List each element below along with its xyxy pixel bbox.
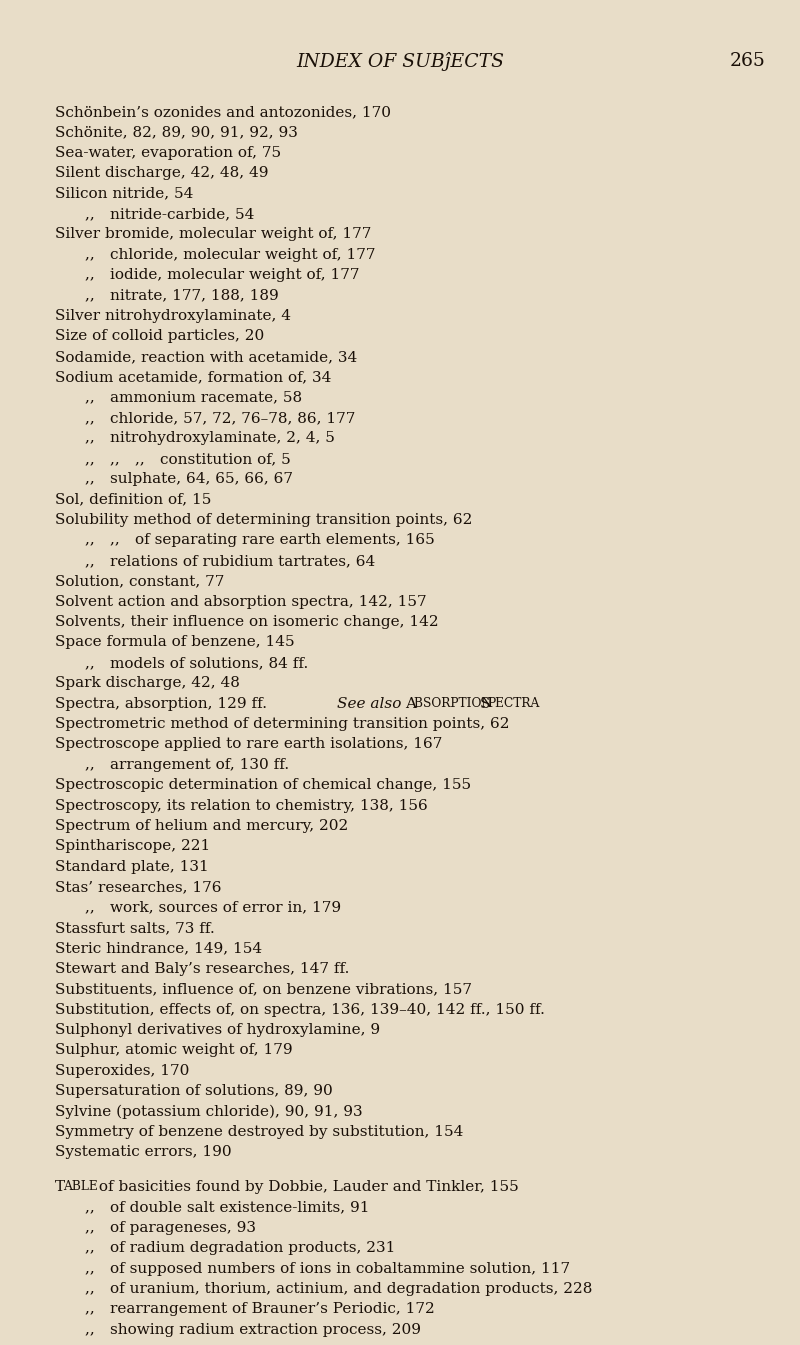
Text: Standard plate, 131: Standard plate, 131 (55, 859, 209, 874)
Text: ,,  work, sources of error in, 179: ,, work, sources of error in, 179 (85, 901, 341, 915)
Text: T: T (55, 1180, 65, 1194)
Text: Schönbein’s ozonides and antozonides, 170: Schönbein’s ozonides and antozonides, 17… (55, 105, 391, 118)
Text: Superoxides, 170: Superoxides, 170 (55, 1064, 190, 1077)
Text: Silver bromide, molecular weight of, 177: Silver bromide, molecular weight of, 177 (55, 227, 371, 241)
Text: BSORPTION: BSORPTION (414, 697, 495, 710)
Text: Sea-water, evaporation of, 75: Sea-water, evaporation of, 75 (55, 145, 281, 160)
Text: Spectroscopic determination of chemical change, 155: Spectroscopic determination of chemical … (55, 779, 471, 792)
Text: ,,  chloride, 57, 72, 76–78, 86, 177: ,, chloride, 57, 72, 76–78, 86, 177 (85, 412, 355, 425)
Text: Stassfurt salts, 73 ff.: Stassfurt salts, 73 ff. (55, 921, 214, 935)
Text: ,,  of double salt existence-limits, 91: ,, of double salt existence-limits, 91 (85, 1201, 370, 1215)
Text: ,,  models of solutions, 84 ff.: ,, models of solutions, 84 ff. (85, 656, 308, 670)
Text: Spectra, absorption, 129 ff.: Spectra, absorption, 129 ff. (55, 697, 267, 710)
Text: INDEX OF SUBĵECTS: INDEX OF SUBĵECTS (296, 52, 504, 71)
Text: Solubility method of determining transition points, 62: Solubility method of determining transit… (55, 512, 472, 527)
Text: Spectroscope applied to rare earth isolations, 167: Spectroscope applied to rare earth isola… (55, 737, 442, 752)
Text: Space formula of benzene, 145: Space formula of benzene, 145 (55, 635, 294, 650)
Text: ,,  of uranium, thorium, actinium, and degradation products, 228: ,, of uranium, thorium, actinium, and de… (85, 1282, 592, 1297)
Text: Silicon nitride, 54: Silicon nitride, 54 (55, 187, 194, 200)
Text: ,,  rearrangement of Brauner’s Periodic, 172: ,, rearrangement of Brauner’s Periodic, … (85, 1302, 434, 1317)
Text: ,,  of radium degradation products, 231: ,, of radium degradation products, 231 (85, 1241, 395, 1255)
Text: Sylvine (potassium chloride), 90, 91, 93: Sylvine (potassium chloride), 90, 91, 93 (55, 1104, 362, 1119)
Text: ,,  showing radium extraction process, 209: ,, showing radium extraction process, 20… (85, 1323, 421, 1337)
Text: ,,  nitrohydroxylaminate, 2, 4, 5: ,, nitrohydroxylaminate, 2, 4, 5 (85, 432, 335, 445)
Text: 265: 265 (730, 52, 766, 70)
Text: ,,  nitride-carbide, 54: ,, nitride-carbide, 54 (85, 207, 254, 221)
Text: Silent discharge, 42, 48, 49: Silent discharge, 42, 48, 49 (55, 167, 269, 180)
Text: Substitution, effects of, on spectra, 136, 139–40, 142 ff., 150 ff.: Substitution, effects of, on spectra, 13… (55, 1002, 545, 1017)
Text: ,,  sulphate, 64, 65, 66, 67: ,, sulphate, 64, 65, 66, 67 (85, 472, 293, 486)
Text: of basicities found by Dobbie, Lauder and Tinkler, 155: of basicities found by Dobbie, Lauder an… (94, 1180, 518, 1194)
Text: ,,  of supposed numbers of ions in cobaltammine solution, 117: ,, of supposed numbers of ions in cobalt… (85, 1262, 570, 1275)
Text: Spectrum of helium and mercury, 202: Spectrum of helium and mercury, 202 (55, 819, 348, 833)
Text: S: S (479, 697, 490, 710)
Text: Sodium acetamide, formation of, 34: Sodium acetamide, formation of, 34 (55, 370, 331, 385)
Text: Solvent action and absorption spectra, 142, 157: Solvent action and absorption spectra, 1… (55, 594, 426, 608)
Text: Sodamide, reaction with acetamide, 34: Sodamide, reaction with acetamide, 34 (55, 350, 358, 363)
Text: ,,  chloride, molecular weight of, 177: ,, chloride, molecular weight of, 177 (85, 247, 375, 262)
Text: ,,  relations of rubidium tartrates, 64: ,, relations of rubidium tartrates, 64 (85, 554, 375, 568)
Text: Size of colloid particles, 20: Size of colloid particles, 20 (55, 330, 264, 343)
Text: Systematic errors, 190: Systematic errors, 190 (55, 1146, 232, 1159)
Text: ABLE: ABLE (63, 1180, 98, 1193)
Text: Solution, constant, 77: Solution, constant, 77 (55, 574, 224, 588)
Text: ,,  arrangement of, 130 ff.: ,, arrangement of, 130 ff. (85, 757, 289, 772)
Text: Schönite, 82, 89, 90, 91, 92, 93: Schönite, 82, 89, 90, 91, 92, 93 (55, 125, 298, 140)
Text: Symmetry of benzene destroyed by substitution, 154: Symmetry of benzene destroyed by substit… (55, 1124, 463, 1139)
Text: Spinthariscope, 221: Spinthariscope, 221 (55, 839, 210, 853)
Text: Solvents, their influence on isomeric change, 142: Solvents, their influence on isomeric ch… (55, 615, 438, 629)
Text: Spectroscopy, its relation to chemistry, 138, 156: Spectroscopy, its relation to chemistry,… (55, 799, 428, 812)
Text: A: A (405, 697, 416, 710)
Text: Steric hindrance, 149, 154: Steric hindrance, 149, 154 (55, 941, 262, 955)
Text: Stewart and Baly’s researches, 147 ff.: Stewart and Baly’s researches, 147 ff. (55, 962, 350, 976)
Text: ,,  iodide, molecular weight of, 177: ,, iodide, molecular weight of, 177 (85, 268, 359, 282)
Text: Sulphur, atomic weight of, 179: Sulphur, atomic weight of, 179 (55, 1044, 293, 1057)
Text: Spectrometric method of determining transition points, 62: Spectrometric method of determining tran… (55, 717, 510, 730)
Text: Sulphonyl derivatives of hydroxylamine, 9: Sulphonyl derivatives of hydroxylamine, … (55, 1024, 380, 1037)
Text: ,,  of parageneses, 93: ,, of parageneses, 93 (85, 1221, 256, 1235)
Text: Substituents, influence of, on benzene vibrations, 157: Substituents, influence of, on benzene v… (55, 982, 472, 997)
Text: Stas’ researches, 176: Stas’ researches, 176 (55, 880, 222, 894)
Text: ,,  ,,  of separating rare earth elements, 165: ,, ,, of separating rare earth elements,… (85, 534, 434, 547)
Text: Spark discharge, 42, 48: Spark discharge, 42, 48 (55, 677, 240, 690)
Text: ,,  ,,  ,,  constitution of, 5: ,, ,, ,, constitution of, 5 (85, 452, 290, 465)
Text: Sol, definition of, 15: Sol, definition of, 15 (55, 492, 211, 507)
Text: ,,  nitrate, 177, 188, 189: ,, nitrate, 177, 188, 189 (85, 289, 278, 303)
Text: Silver nitrohydroxylaminate, 4: Silver nitrohydroxylaminate, 4 (55, 309, 291, 323)
Text: See also: See also (337, 697, 406, 710)
Text: PECTRA: PECTRA (488, 697, 540, 710)
Text: ,,  ammonium racemate, 58: ,, ammonium racemate, 58 (85, 390, 302, 405)
Text: Supersaturation of solutions, 89, 90: Supersaturation of solutions, 89, 90 (55, 1084, 333, 1099)
